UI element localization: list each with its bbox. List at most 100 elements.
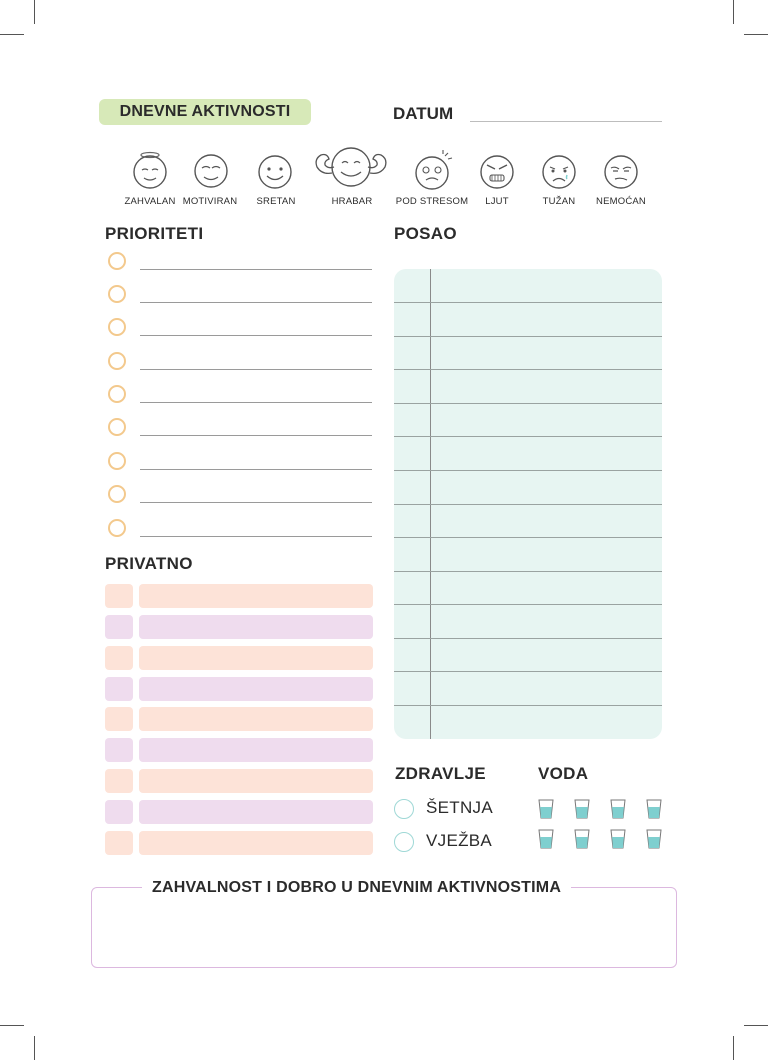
- priority-line[interactable]: [140, 402, 372, 403]
- brave-face-icon[interactable]: [311, 145, 391, 190]
- mood-label-stressed: POD STRESOM: [395, 196, 469, 207]
- priority-item[interactable]: [107, 251, 373, 275]
- private-item[interactable]: [105, 677, 373, 701]
- private-entry[interactable]: [139, 584, 373, 608]
- water-glass-icon[interactable]: [574, 799, 590, 819]
- mood-label-sad: TUŽAN: [542, 196, 576, 207]
- crop-mark: [0, 34, 24, 35]
- priorities-title: PRIORITETI: [105, 224, 204, 243]
- priority-checkbox[interactable]: [108, 485, 126, 503]
- private-entry[interactable]: [139, 646, 373, 670]
- mood-label-angry: LJUT: [485, 196, 509, 207]
- priority-line[interactable]: [140, 269, 372, 270]
- priority-line[interactable]: [140, 435, 372, 436]
- private-item[interactable]: [105, 769, 373, 793]
- priority-item[interactable]: [107, 417, 373, 441]
- private-entry[interactable]: [139, 738, 373, 762]
- motivated-face-icon[interactable]: [171, 150, 251, 190]
- crop-mark: [0, 1025, 24, 1026]
- private-entry[interactable]: [139, 615, 373, 639]
- priority-checkbox[interactable]: [108, 519, 126, 537]
- priority-checkbox[interactable]: [108, 252, 126, 270]
- private-item[interactable]: [105, 738, 373, 762]
- crop-mark: [733, 0, 734, 24]
- sad-face-icon[interactable]: [519, 150, 599, 190]
- water-glass-icon[interactable]: [646, 829, 662, 849]
- water-title: VODA: [538, 764, 589, 783]
- water-glass-icon[interactable]: [646, 799, 662, 819]
- walk-checkbox[interactable]: [394, 799, 414, 819]
- priority-item[interactable]: [107, 284, 373, 308]
- priority-line[interactable]: [140, 335, 372, 336]
- priority-line[interactable]: [140, 502, 372, 503]
- priority-checkbox[interactable]: [108, 452, 126, 470]
- walk-label: ŠETNJA: [426, 798, 493, 817]
- private-checkbox[interactable]: [105, 707, 133, 731]
- date-field[interactable]: [470, 121, 662, 122]
- private-checkbox[interactable]: [105, 800, 133, 824]
- private-checkbox[interactable]: [105, 584, 133, 608]
- private-checkbox[interactable]: [105, 831, 133, 855]
- priority-checkbox[interactable]: [108, 285, 126, 303]
- gratitude-title: ZAHVALNOST I DOBRO U DNEVNIM AKTIVNOSTIM…: [142, 879, 572, 897]
- water-glass-icon[interactable]: [610, 829, 626, 849]
- private-item[interactable]: [105, 584, 373, 608]
- water-glass-icon[interactable]: [538, 799, 554, 819]
- priority-line[interactable]: [140, 469, 372, 470]
- priority-line[interactable]: [140, 369, 372, 370]
- private-entry[interactable]: [139, 707, 373, 731]
- exercise-label: VJEŽBA: [426, 831, 493, 850]
- work-line: [394, 638, 662, 639]
- private-item[interactable]: [105, 707, 373, 731]
- private-entry[interactable]: [139, 677, 373, 701]
- priority-line[interactable]: [140, 302, 372, 303]
- work-line: [394, 403, 662, 404]
- priority-checkbox[interactable]: [108, 418, 126, 436]
- crop-mark: [744, 34, 768, 35]
- private-entry[interactable]: [139, 769, 373, 793]
- page-title: DNEVNE AKTIVNOSTI: [99, 99, 311, 125]
- private-checkbox[interactable]: [105, 769, 133, 793]
- priority-checkbox[interactable]: [108, 318, 126, 336]
- mood-label-motivated: MOTIVIRAN: [182, 196, 238, 207]
- exercise-checkbox[interactable]: [394, 832, 414, 852]
- private-entry[interactable]: [139, 831, 373, 855]
- work-notes-area[interactable]: [394, 269, 662, 739]
- stressed-face-icon[interactable]: [394, 150, 474, 190]
- water-glass-icon[interactable]: [538, 829, 554, 849]
- work-line: [394, 369, 662, 370]
- priority-line[interactable]: [140, 536, 372, 537]
- private-checkbox[interactable]: [105, 646, 133, 670]
- private-item[interactable]: [105, 615, 373, 639]
- work-line: [394, 470, 662, 471]
- angry-face-icon[interactable]: [457, 150, 537, 190]
- water-glass-icon[interactable]: [610, 799, 626, 819]
- priority-item[interactable]: [107, 484, 373, 508]
- work-line: [394, 604, 662, 605]
- priority-item[interactable]: [107, 384, 373, 408]
- private-item[interactable]: [105, 831, 373, 855]
- crop-mark: [744, 1025, 768, 1026]
- private-item[interactable]: [105, 800, 373, 824]
- work-line: [394, 671, 662, 672]
- happy-face-icon[interactable]: [235, 150, 315, 190]
- private-checkbox[interactable]: [105, 615, 133, 639]
- priority-item[interactable]: [107, 451, 373, 475]
- mood-label-brave: HRABAR: [331, 196, 373, 207]
- priority-item[interactable]: [107, 317, 373, 341]
- gratitude-box[interactable]: [91, 887, 677, 968]
- private-checkbox[interactable]: [105, 738, 133, 762]
- priority-item[interactable]: [107, 518, 373, 542]
- private-entry[interactable]: [139, 800, 373, 824]
- private-checkbox[interactable]: [105, 677, 133, 701]
- water-glass-icon[interactable]: [574, 829, 590, 849]
- private-item[interactable]: [105, 646, 373, 670]
- helpless-face-icon[interactable]: [581, 150, 661, 190]
- private-title: PRIVATNO: [105, 554, 193, 573]
- priority-checkbox[interactable]: [108, 385, 126, 403]
- priority-item[interactable]: [107, 351, 373, 375]
- work-line: [394, 436, 662, 437]
- priority-checkbox[interactable]: [108, 352, 126, 370]
- grateful-face-icon[interactable]: [110, 150, 190, 190]
- work-title: POSAO: [394, 224, 457, 243]
